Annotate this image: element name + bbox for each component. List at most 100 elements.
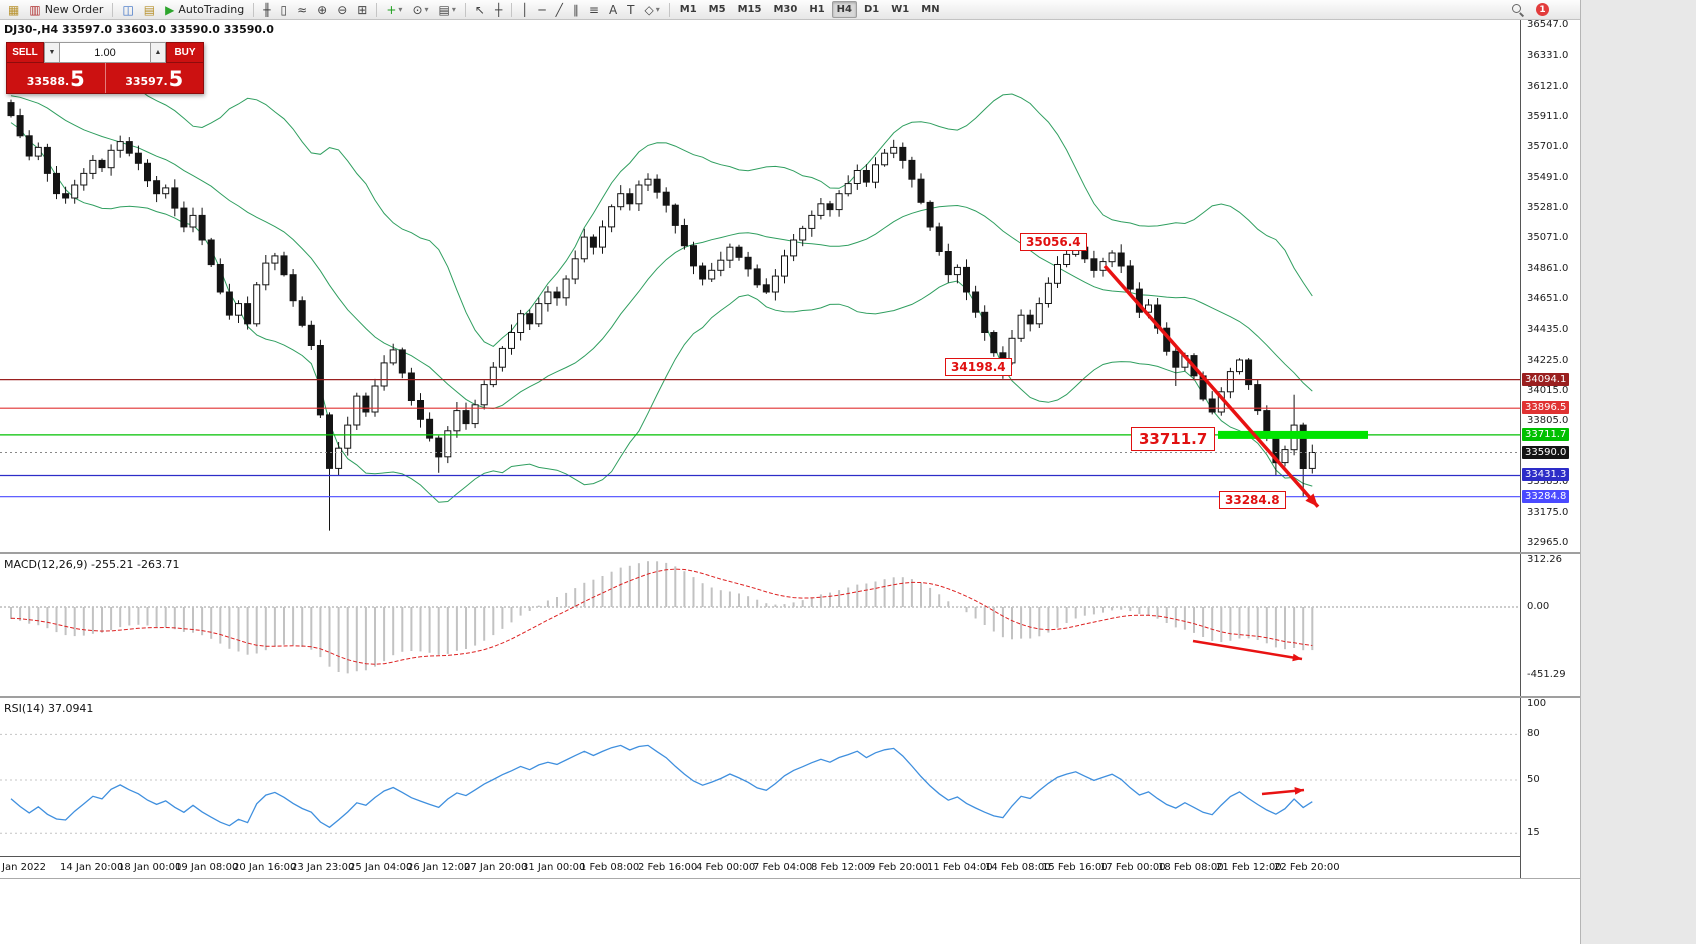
panel-divider[interactable] xyxy=(0,552,1580,554)
zoom-out-button[interactable]: ⊖ xyxy=(333,1,351,18)
label-tool-button[interactable]: T xyxy=(623,1,638,18)
time-tick: 17 Feb 00:00 xyxy=(1100,862,1166,873)
price-axis[interactable]: 36547.0 36331.0 36121.0 35911.0 35701.0 35491… xyxy=(1520,20,1580,878)
bar-chart-button[interactable]: ╫ xyxy=(259,1,274,18)
timeframe-button-m1[interactable]: M1 xyxy=(679,4,697,15)
macd-canvas[interactable] xyxy=(0,554,1520,696)
zoom-in-icon: ⊕ xyxy=(317,2,328,17)
price-tick: 34651.0 xyxy=(1527,293,1569,304)
rsi-panel[interactable]: RSI(14) 37.0941 xyxy=(0,698,1520,856)
toolbar-separator xyxy=(112,2,114,17)
main-chart-panel[interactable]: DJ30-,H4 33597.0 33603.0 33590.0 33590.0… xyxy=(0,20,1520,552)
price-axis-rsi[interactable]: 100 80 50 15 xyxy=(1521,698,1581,856)
line-chart-button[interactable]: ≈ xyxy=(293,1,311,18)
one-click-trading-widget: SELL ▼ ▲ BUY 33588. 5 33597. 5 xyxy=(6,42,204,94)
rsi-canvas[interactable] xyxy=(0,698,1520,856)
new-chart-button[interactable]: ▦ xyxy=(4,1,23,18)
price-tick: 36331.0 xyxy=(1527,50,1569,61)
volume-decrease-button[interactable]: ▼ xyxy=(44,42,60,63)
arrow-head xyxy=(1294,787,1304,795)
desktop-background xyxy=(1580,0,1696,944)
time-tick: 7 Feb 04:00 xyxy=(753,862,813,873)
buy-price-big-digit: 5 xyxy=(168,67,184,91)
price-annotation[interactable]: 35056.4 xyxy=(1020,233,1087,251)
timeframe-button-m15[interactable]: M15 xyxy=(737,4,762,15)
time-tick: 23 Jan 23:00 xyxy=(291,862,355,873)
sell-price[interactable]: 33588. 5 xyxy=(7,63,105,93)
indicators-button[interactable]: + ▾ xyxy=(382,1,406,18)
rsi-line xyxy=(10,744,1313,829)
crosshair-tool-button[interactable]: ┼ xyxy=(491,1,506,18)
periods-button[interactable]: ⊙ ▾ xyxy=(408,1,432,18)
price-annotation[interactable]: 33711.7 xyxy=(1131,427,1216,451)
chevron-down-icon: ▾ xyxy=(451,5,456,14)
channel-tool-button[interactable]: ∥ xyxy=(569,1,583,18)
volume-increase-button[interactable]: ▲ xyxy=(150,42,166,63)
line-chart-icon: ≈ xyxy=(297,2,308,17)
price-tag: 33284.8 xyxy=(1522,490,1570,503)
vertical-line-tool-button[interactable]: │ xyxy=(517,1,532,18)
price-chart-canvas[interactable] xyxy=(0,20,1520,552)
zoom-in-button[interactable]: ⊕ xyxy=(313,1,331,18)
macd-axis-tick: 312.26 xyxy=(1527,554,1562,565)
cursor-tool-button[interactable]: ↖ xyxy=(471,1,489,18)
timeframe-button-m5[interactable]: M5 xyxy=(708,4,726,15)
candlestick-chart-button[interactable]: ▯ xyxy=(277,1,292,18)
price-annotation[interactable]: 33284.8 xyxy=(1219,491,1286,509)
autotrading-button[interactable]: ▶ AutoTrading xyxy=(161,1,248,18)
price-axis-main[interactable]: 36547.0 36331.0 36121.0 35911.0 35701.0 35491… xyxy=(1521,20,1581,552)
time-tick: 18 Jan 00:00 xyxy=(118,862,182,873)
toolbar-separator xyxy=(376,2,378,17)
time-tick: Jan 2022 xyxy=(2,862,47,873)
time-tick: 18 Feb 08:00 xyxy=(1158,862,1224,873)
templates-button[interactable]: ▤ ▾ xyxy=(435,1,460,18)
new-order-button[interactable]: ▥ New Order xyxy=(25,1,107,18)
time-axis[interactable]: Jan 2022 14 Jan 20:00 18 Jan 00:00 19 Jan 0… xyxy=(0,856,1580,878)
macd-histogram xyxy=(10,561,1314,674)
trendline-tool-button[interactable]: ╱ xyxy=(552,1,567,18)
fibonacci-tool-button[interactable]: ≡ xyxy=(585,1,603,18)
time-tick: 31 Jan 00:00 xyxy=(522,862,586,873)
time-tick: 4 Feb 00:00 xyxy=(696,862,756,873)
buy-price[interactable]: 33597. 5 xyxy=(104,63,204,93)
periods-clock-icon: ⊙ xyxy=(412,2,423,17)
text-tool-button[interactable]: A xyxy=(605,1,621,18)
volume-input[interactable] xyxy=(60,42,150,63)
price-tick: 35491.0 xyxy=(1527,172,1569,183)
time-tick: 15 Feb 16:00 xyxy=(1042,862,1108,873)
toolbar-separator xyxy=(511,2,513,17)
sell-price-big-digit: 5 xyxy=(70,67,85,91)
shapes-tool-button[interactable]: ◇ ▾ xyxy=(641,1,664,18)
macd-axis-tick: 0.00 xyxy=(1527,601,1550,612)
time-tick: 14 Feb 08:00 xyxy=(985,862,1051,873)
price-axis-macd[interactable]: 312.26 0.00 -451.29 xyxy=(1521,554,1581,696)
tile-windows-icon: ⊞ xyxy=(357,2,368,17)
macd-panel[interactable]: MACD(12,26,9) -255.21 -263.71 xyxy=(0,554,1520,696)
candlestick-series xyxy=(7,99,1316,531)
search-icon[interactable] xyxy=(1512,3,1524,16)
support-zone-highlight[interactable] xyxy=(1218,430,1368,439)
rsi-label: RSI(14) 37.0941 xyxy=(4,702,94,715)
price-annotation[interactable]: 34198.4 xyxy=(945,358,1012,376)
panel-divider[interactable] xyxy=(0,696,1580,698)
arrow-head xyxy=(1305,493,1318,507)
buy-button[interactable]: BUY xyxy=(166,42,204,63)
price-tick: 35911.0 xyxy=(1527,111,1569,122)
price-tick: 33175.0 xyxy=(1527,507,1569,518)
price-tick: 36547.0 xyxy=(1527,20,1569,30)
horizontal-line-tool-button[interactable]: ─ xyxy=(534,1,549,18)
timeframe-button-h1[interactable]: H1 xyxy=(809,4,825,15)
timeframe-button-m30[interactable]: M30 xyxy=(773,4,798,15)
toolbar: ▦ ▥ New Order ◫ ▤ ▶ AutoTrading ╫ ▯ ≈ ⊕ ⊖ ⊞ + ▾ ⊙ ▾ ▤ ▾ ↖ ┼ │… xyxy=(0,0,1580,20)
timeframe-button-h4[interactable]: H4 xyxy=(831,1,857,18)
price-tag: 33896.5 xyxy=(1522,401,1570,414)
chevron-down-icon: ▾ xyxy=(655,5,660,14)
notifications-badge[interactable]: 1 xyxy=(1536,3,1549,16)
tile-windows-button[interactable]: ⊞ xyxy=(353,1,371,18)
profiles-button[interactable]: ◫ xyxy=(118,1,137,18)
timeframe-button-d1[interactable]: D1 xyxy=(864,4,880,15)
timeframe-button-w1[interactable]: W1 xyxy=(891,4,910,15)
sell-button[interactable]: SELL xyxy=(6,42,44,63)
market-watch-button[interactable]: ▤ xyxy=(140,1,159,18)
timeframe-button-mn[interactable]: MN xyxy=(921,4,940,15)
